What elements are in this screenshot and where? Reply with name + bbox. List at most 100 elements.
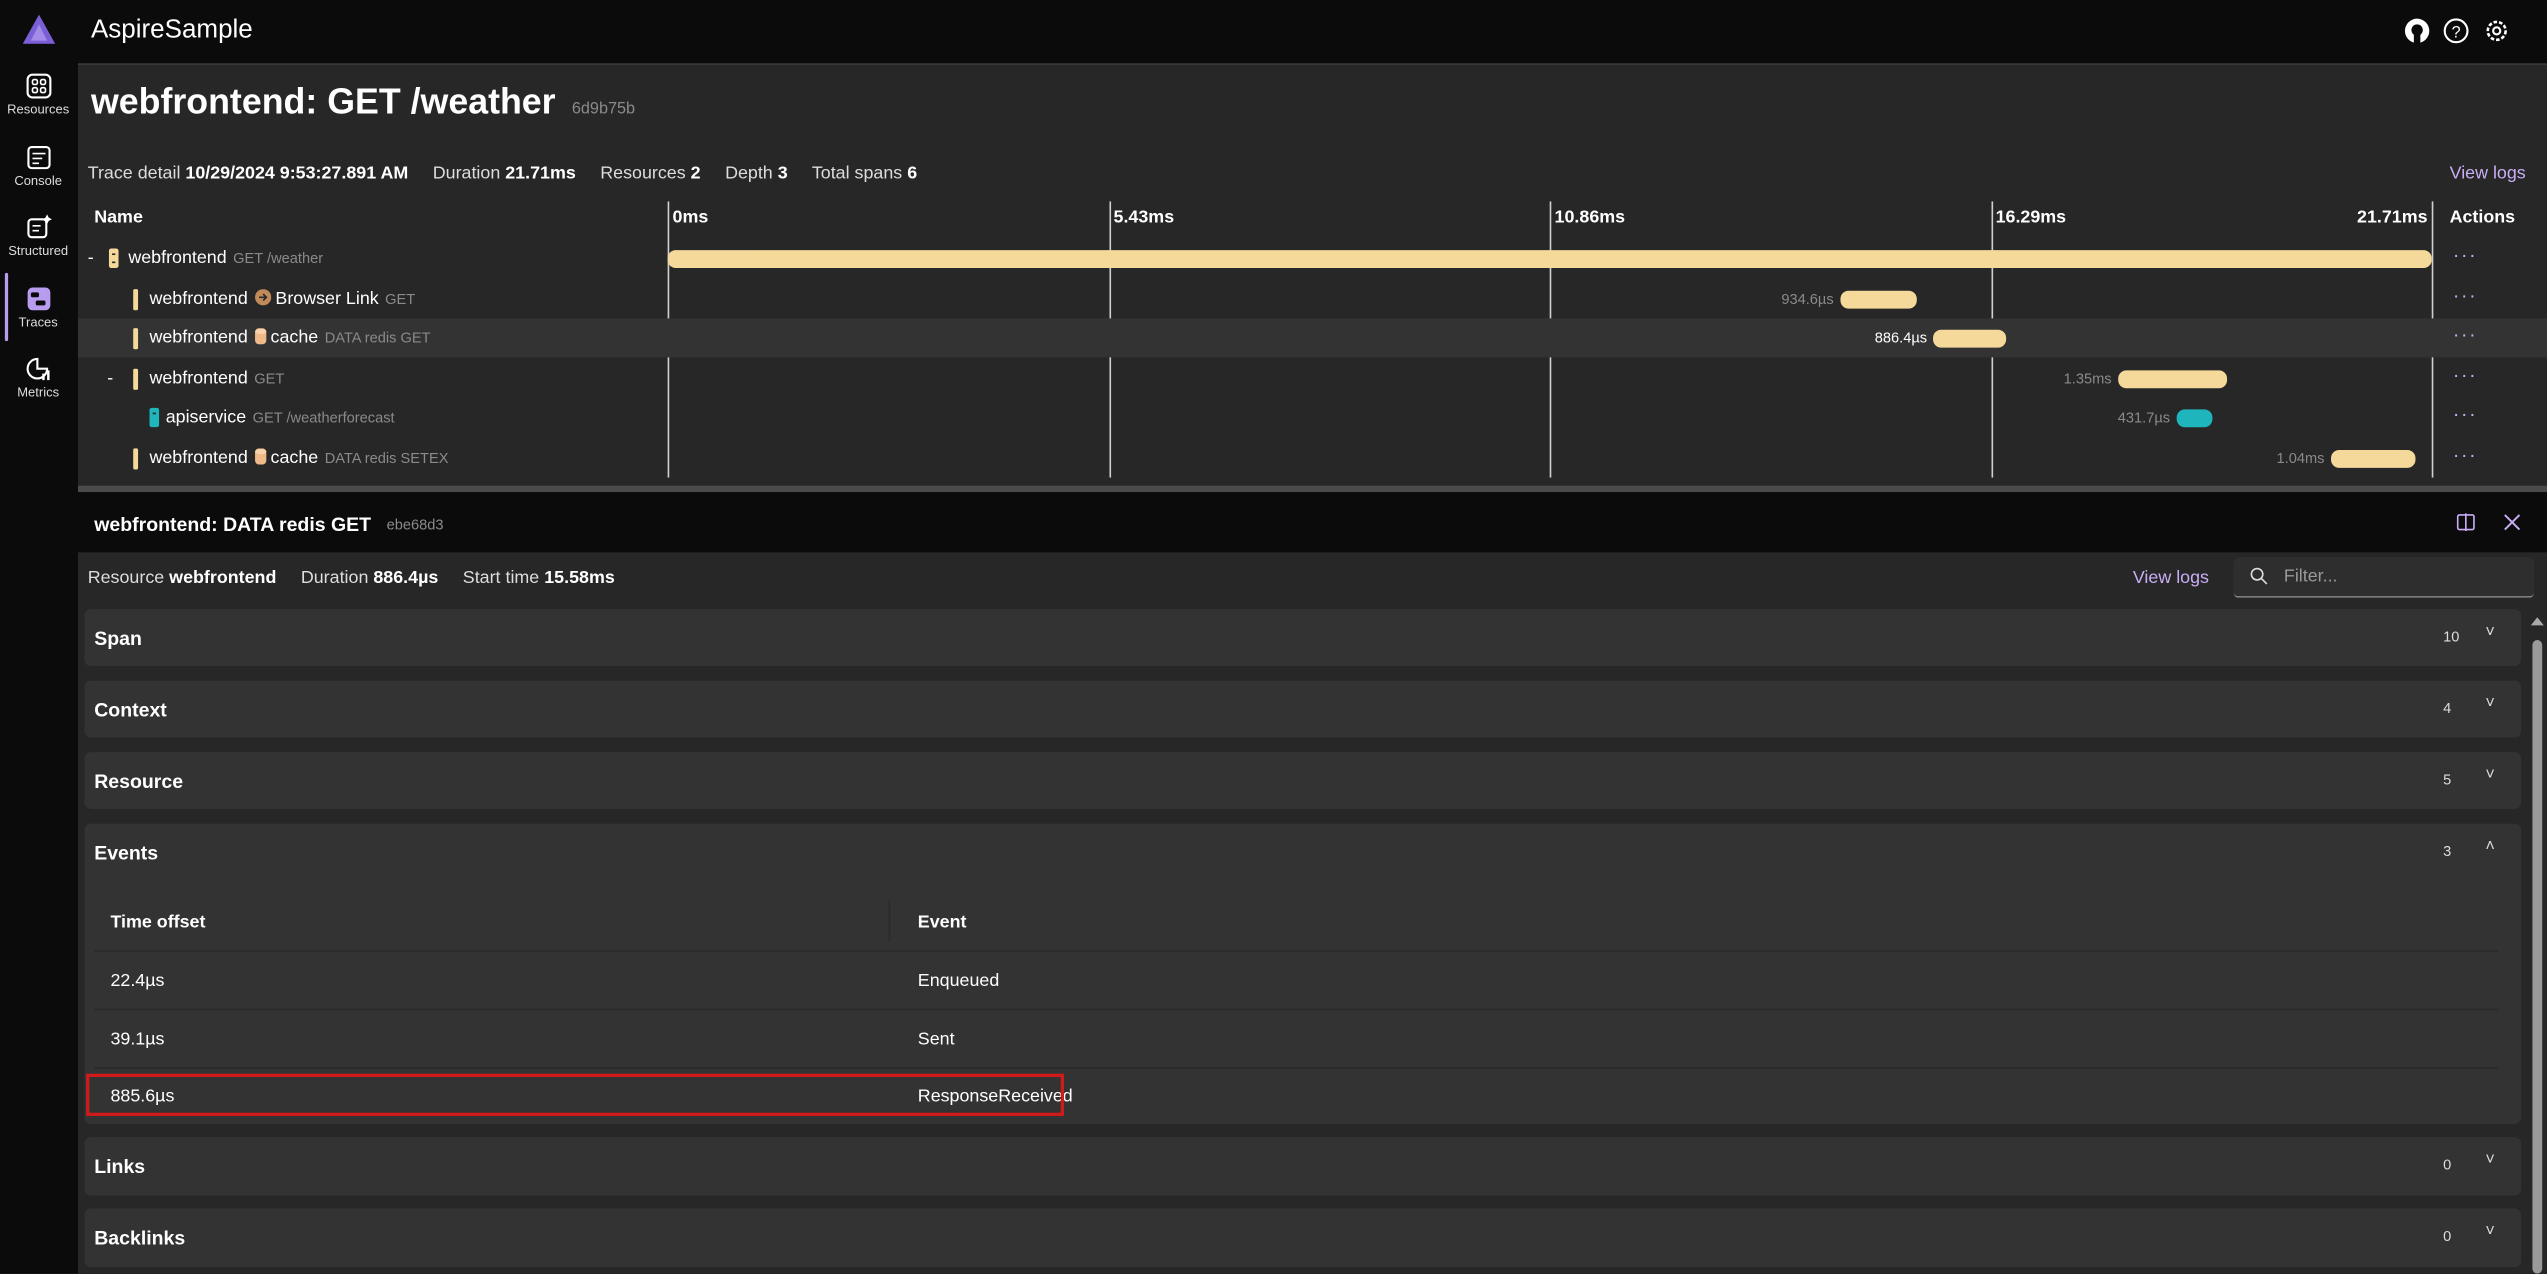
trace-duration: 21.71ms: [505, 164, 576, 184]
detail-view-logs-link[interactable]: View logs: [2132, 568, 2210, 589]
chevron-down-icon[interactable]: ˅: [2485, 623, 2495, 642]
detail-duration: 886.4µs: [373, 568, 439, 589]
nav-traces[interactable]: Traces: [0, 286, 76, 351]
column-header-time-offset[interactable]: Time offset: [110, 912, 206, 933]
event-name: ResponseReceived: [917, 1086, 1073, 1107]
section-title: Resource: [94, 769, 184, 793]
trace-total-spans: 6: [907, 164, 918, 184]
nav-label: Resources: [7, 102, 70, 117]
span-bar[interactable]: [2330, 449, 2416, 468]
event-row: 885.6µs ResponseReceived: [94, 1067, 2498, 1124]
span-description: DATA redis SETEX: [324, 449, 449, 467]
nav-structured[interactable]: Structured: [0, 214, 76, 279]
collapse-toggle[interactable]: -: [107, 368, 114, 388]
section-context[interactable]: Context 4 ˅: [84, 680, 2522, 738]
section-links[interactable]: Links 0 ˅: [84, 1137, 2522, 1196]
nav-metrics[interactable]: Metrics: [0, 356, 76, 421]
service-name: webfrontend: [149, 448, 248, 468]
panel-splitter[interactable]: [77, 485, 2547, 493]
close-icon[interactable]: [2503, 513, 2521, 531]
service-name: webfrontend: [149, 368, 248, 388]
span-description: DATA redis GET: [324, 330, 431, 347]
detail-resource: webfrontend: [169, 568, 277, 589]
section-count-badge: 3: [2443, 843, 2452, 860]
github-icon[interactable]: [2404, 18, 2430, 44]
span-bar[interactable]: [2176, 409, 2212, 428]
nav-label: Structured: [8, 243, 69, 259]
event-time-offset: 885.6µs: [110, 1086, 175, 1107]
span-bar[interactable]: [667, 250, 2432, 269]
service-name: webfrontend: [128, 248, 227, 269]
timeline-tick-label: 16.29ms: [1995, 207, 2067, 228]
app-title[interactable]: AspireSample: [90, 16, 253, 44]
label: Resources: [600, 164, 686, 184]
timeline-tick-label: 10.86ms: [1554, 207, 1626, 228]
span-bar[interactable]: [1840, 290, 1917, 308]
span-duration-label: 934.6µs: [1781, 290, 1834, 307]
column-header-name[interactable]: Name: [94, 207, 143, 228]
span-row[interactable]: webfrontend Browser Link GET 934.6µs ···: [78, 279, 2547, 318]
span-row[interactable]: webfrontend cache DATA redis GET 886.4µs ···: [77, 318, 2547, 358]
span-actions-button[interactable]: ···: [2452, 283, 2478, 307]
aspire-logo-icon[interactable]: [22, 14, 56, 44]
detail-title: webfrontend: DATA redis GET: [94, 513, 372, 537]
section-count-badge: 10: [2443, 628, 2460, 645]
nav-resources[interactable]: Resources: [0, 73, 76, 138]
nav-console[interactable]: Console: [0, 145, 76, 210]
section-events[interactable]: Events 3 ˄ Time offset Event 22.4µs Enqu…: [84, 823, 2522, 1125]
event-name: Sent: [917, 1029, 955, 1049]
traces-icon: [26, 287, 50, 311]
arrow-circle-icon: [254, 288, 271, 305]
structured-icon: [26, 214, 52, 239]
span-row[interactable]: - webfrontend GET /weather ···: [78, 239, 2547, 278]
section-span[interactable]: Span 10 ˅: [84, 609, 2522, 667]
span-actions-button[interactable]: ···: [2452, 403, 2478, 427]
span-row[interactable]: apiservice GET /weatherforecast 431.7µs ···: [78, 399, 2547, 438]
chevron-down-icon[interactable]: ˅: [2485, 695, 2495, 714]
trace-summary: Trace detail 10/29/2024 9:53:27.891 AM D…: [88, 164, 937, 183]
span-actions-button[interactable]: ···: [2452, 243, 2478, 267]
metrics-icon: [25, 357, 49, 381]
section-count-badge: 4: [2443, 700, 2452, 717]
span-description: GET: [385, 290, 416, 307]
service-name: webfrontend: [149, 328, 248, 348]
view-logs-link[interactable]: View logs: [2449, 164, 2526, 184]
filter-input[interactable]: Filter...: [2233, 557, 2535, 598]
split-orientation-icon[interactable]: [2456, 513, 2475, 532]
span-name: webfrontend cache DATA redis SETEX: [149, 448, 449, 468]
span-actions-button[interactable]: ···: [2452, 323, 2478, 347]
scrollbar[interactable]: [2530, 617, 2544, 1274]
span-bar[interactable]: [2118, 370, 2228, 388]
event-name: Enqueued: [917, 971, 1000, 991]
column-header-event[interactable]: Event: [917, 912, 967, 933]
chevron-up-icon[interactable]: ˄: [2485, 838, 2495, 857]
timeline-tick-label: 21.71ms: [2357, 207, 2428, 228]
help-icon[interactable]: ?: [2443, 18, 2469, 44]
span-name: webfrontend GET /weather: [128, 249, 323, 268]
trace-title-text: webfrontend: GET /weather: [90, 81, 556, 122]
section-backlinks[interactable]: Backlinks 0 ˅: [84, 1208, 2522, 1268]
span-description: GET: [254, 370, 285, 387]
resource-icon: [108, 248, 119, 269]
span-duration-label: 1.04ms: [2276, 449, 2325, 467]
section-resource[interactable]: Resource 5 ˅: [84, 752, 2522, 809]
span-row[interactable]: - webfrontend GET 1.35ms ···: [78, 359, 2547, 398]
span-duration-label: 431.7µs: [2117, 409, 2171, 427]
collapse-toggle[interactable]: -: [87, 248, 94, 269]
section-count-badge: 0: [2443, 1156, 2452, 1173]
span-color-marker: [133, 448, 139, 470]
span-bar[interactable]: [1933, 330, 2006, 348]
database-icon: [254, 328, 266, 345]
span-row[interactable]: webfrontend cache DATA redis SETEX 1.04ms ··…: [78, 439, 2547, 478]
peer-name: Browser Link: [275, 288, 379, 308]
label: Total spans: [811, 164, 903, 184]
column-header-actions: Actions: [2449, 207, 2516, 228]
span-actions-button[interactable]: ···: [2452, 363, 2478, 387]
section-title: Events: [94, 841, 159, 865]
chevron-down-icon[interactable]: ˅: [2485, 1151, 2495, 1170]
chevron-down-icon[interactable]: ˅: [2485, 766, 2495, 785]
span-actions-button[interactable]: ···: [2452, 443, 2478, 467]
span-duration-label: 1.35ms: [2063, 370, 2112, 387]
settings-icon[interactable]: [2484, 18, 2510, 44]
chevron-down-icon[interactable]: ˅: [2485, 1223, 2495, 1242]
